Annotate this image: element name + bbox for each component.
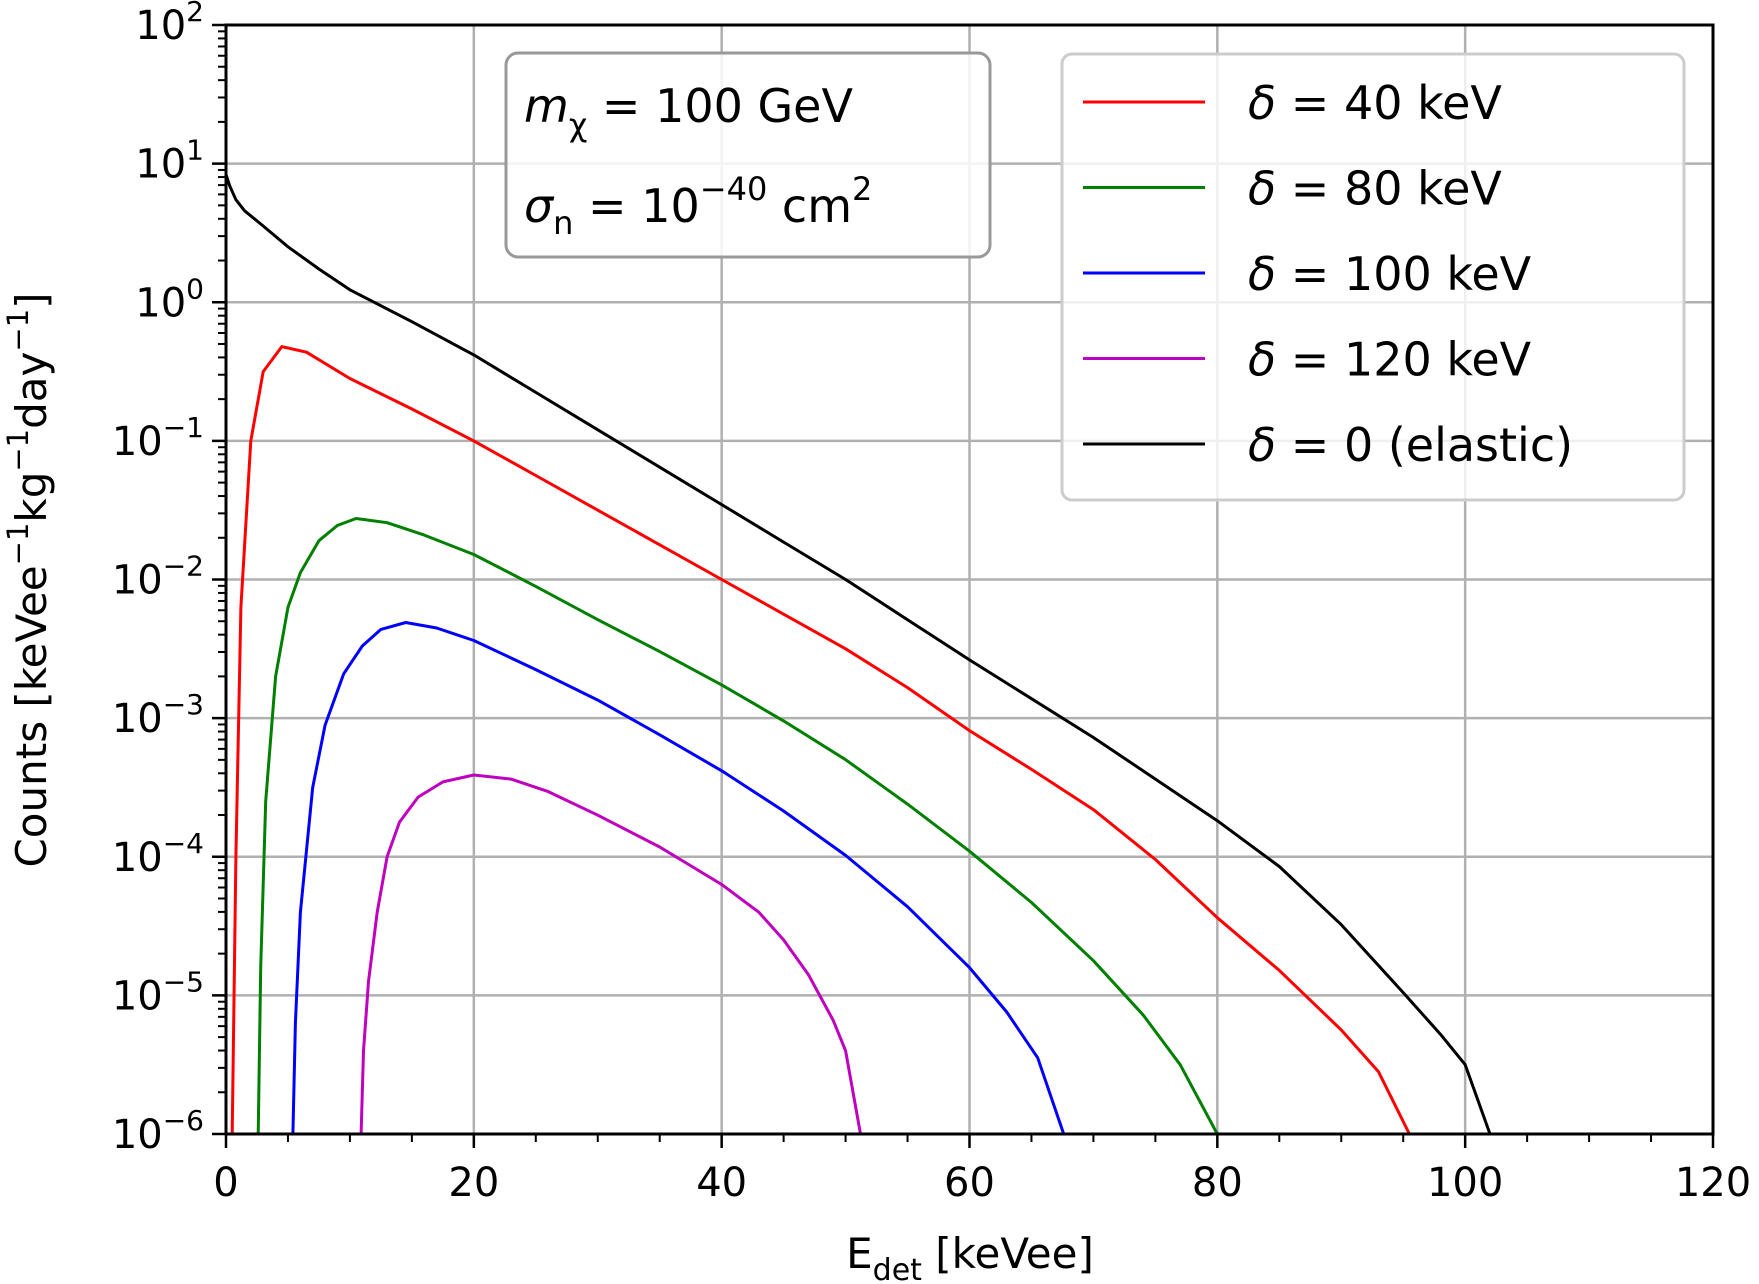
x-tick-label: 100 xyxy=(1427,1160,1503,1206)
y-tick-label: 10−4 xyxy=(112,827,204,881)
annotation-cross-section: σn = 10−40 cm2 xyxy=(524,170,872,242)
y-tick-label: 10−5 xyxy=(112,965,204,1019)
legend-label: δ = 40 keV xyxy=(1248,76,1502,130)
x-tick-label: 20 xyxy=(448,1160,499,1206)
legend-label: δ = 0 (elastic) xyxy=(1248,418,1573,472)
x-tick-label: 60 xyxy=(944,1160,995,1206)
annotation-box: mχ = 100 GeV σn = 10−40 cm2 xyxy=(504,51,992,259)
y-tick-label: 10−1 xyxy=(112,411,204,465)
series-line--40-kev xyxy=(230,345,1411,1135)
ticks xyxy=(212,23,1715,1148)
series-line--80-kev xyxy=(256,517,1219,1135)
x-tick-label: 120 xyxy=(1675,1160,1751,1206)
series-line--120-kev xyxy=(359,773,862,1135)
x-tick-label: 40 xyxy=(696,1160,747,1206)
y-tick-label: 100 xyxy=(135,272,204,326)
legend: δ = 40 keV δ = 80 keV δ = 100 keV δ = 120 k… xyxy=(1060,52,1686,502)
series-line--0-elastic- xyxy=(224,174,1492,1135)
x-tick-label: 80 xyxy=(1192,1160,1243,1206)
y-tick-label: 10−3 xyxy=(112,688,204,742)
legend-label: δ = 120 keV xyxy=(1248,333,1532,387)
series-lines xyxy=(224,174,1492,1135)
y-tick-label: 101 xyxy=(135,134,204,188)
x-tick-label: 0 xyxy=(213,1160,238,1206)
y-tick-labels: 10−6 10−5 10−4 10−3 10−2 10−1 100 101 102 xyxy=(112,0,204,1158)
annotation-frame xyxy=(504,51,992,259)
legend-frame xyxy=(1060,52,1686,502)
y-tick-label: 102 xyxy=(135,0,204,49)
annotation-mass: mχ = 100 GeV xyxy=(524,79,853,144)
y-tick-label: 10−6 xyxy=(112,1104,204,1158)
series-line--100-kev xyxy=(291,621,1066,1135)
y-tick-label: 10−2 xyxy=(112,550,204,604)
legend-label: δ = 80 keV xyxy=(1248,162,1502,216)
legend-label: δ = 100 keV xyxy=(1248,247,1532,301)
y-axis-title: Counts [keVee−1kg−1day−1] xyxy=(1,292,56,867)
x-axis-title: Edet [keVee] xyxy=(846,1229,1094,1284)
x-tick-labels: 0 20 40 60 80 100 120 xyxy=(213,1160,1751,1206)
